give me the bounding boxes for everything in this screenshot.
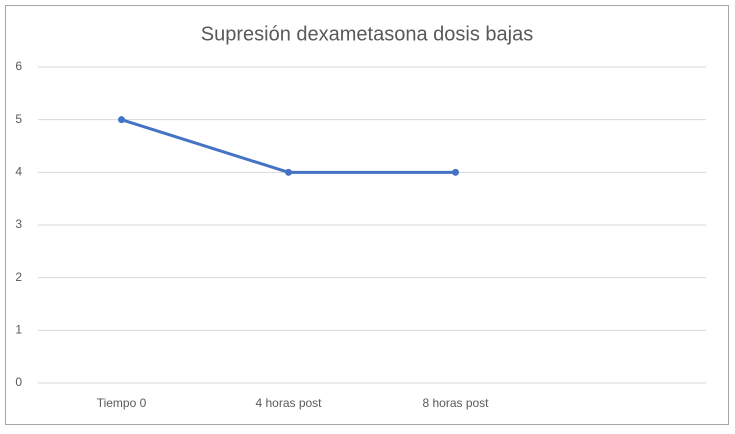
y-tick-label: 0: [15, 375, 22, 389]
point: [118, 116, 125, 124]
y-tick-label: 3: [15, 217, 22, 231]
chart-border: [5, 5, 729, 425]
y-tick-label: 1: [15, 323, 22, 337]
chart-title: Supresión dexametasona dosis bajas: [201, 23, 533, 45]
y-tick-label: 6: [15, 59, 22, 73]
y-tick-label: 4: [15, 165, 22, 179]
point: [285, 168, 292, 176]
x-tick-label: Tiempo 0: [97, 396, 147, 410]
x-tick-label: 8 horas post: [422, 396, 489, 410]
x-tick-label: 4 horas post: [255, 396, 322, 410]
point: [452, 168, 459, 176]
y-tick-label: 5: [15, 112, 22, 126]
y-tick-label: 2: [15, 270, 22, 284]
